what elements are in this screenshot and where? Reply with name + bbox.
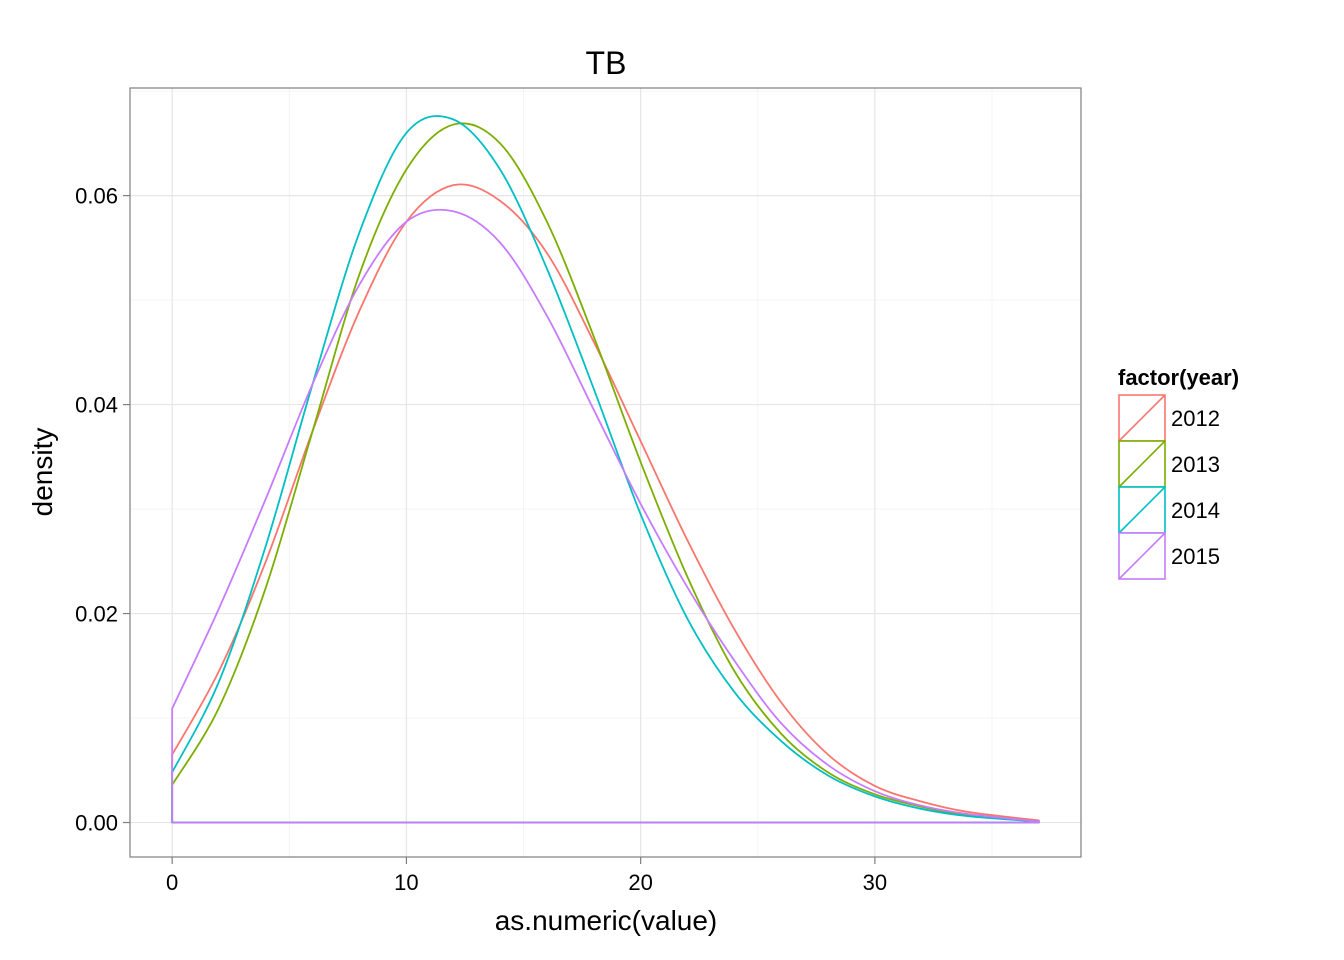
legend-key-2015 xyxy=(1118,532,1166,580)
legend-label: 2013 xyxy=(1171,452,1220,477)
series-layer xyxy=(171,115,1040,824)
y-tick-label: 0.04 xyxy=(75,393,118,418)
major-gridlines xyxy=(130,88,1081,857)
density-line-2013 xyxy=(171,122,1040,824)
legend-swatch-line xyxy=(1118,532,1166,580)
y-axis: 0.00 0.02 0.04 0.06 xyxy=(75,184,130,836)
plot-panel-border xyxy=(129,87,1082,858)
density-line-2014 xyxy=(171,115,1040,824)
density-line-2015 xyxy=(171,208,1040,824)
legend-key-2012 xyxy=(1118,394,1166,442)
density-line-2012 xyxy=(171,183,1040,824)
legend-title: factor(year) xyxy=(1118,365,1239,390)
y-axis-title: density xyxy=(27,428,58,517)
x-axis-title: as.numeric(value) xyxy=(495,905,718,936)
y-tick-label: 0.00 xyxy=(75,811,118,836)
minor-gridlines xyxy=(130,88,1081,857)
legend-swatch-line xyxy=(1118,394,1166,442)
legend-key-2014 xyxy=(1118,486,1166,534)
legend-label: 2015 xyxy=(1171,544,1220,569)
x-axis: 0 10 20 30 xyxy=(166,857,887,895)
x-tick-label: 30 xyxy=(863,870,887,895)
legend: factor(year) 2012 2013 2014 2015 xyxy=(1118,365,1239,580)
x-tick-label: 0 xyxy=(166,870,178,895)
legend-items: 2012 2013 2014 2015 xyxy=(1118,394,1220,580)
legend-label: 2014 xyxy=(1171,498,1220,523)
legend-swatch-line xyxy=(1118,440,1166,488)
y-tick-label: 0.02 xyxy=(75,602,118,627)
legend-swatch-line xyxy=(1118,486,1166,534)
legend-label: 2012 xyxy=(1171,406,1220,431)
y-tick-label: 0.06 xyxy=(75,184,118,209)
x-tick-label: 10 xyxy=(394,870,418,895)
x-tick-label: 20 xyxy=(628,870,652,895)
chart-title: TB xyxy=(586,45,627,81)
legend-key-2013 xyxy=(1118,440,1166,488)
